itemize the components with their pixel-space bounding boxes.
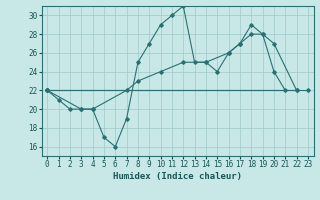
X-axis label: Humidex (Indice chaleur): Humidex (Indice chaleur)	[113, 172, 242, 181]
